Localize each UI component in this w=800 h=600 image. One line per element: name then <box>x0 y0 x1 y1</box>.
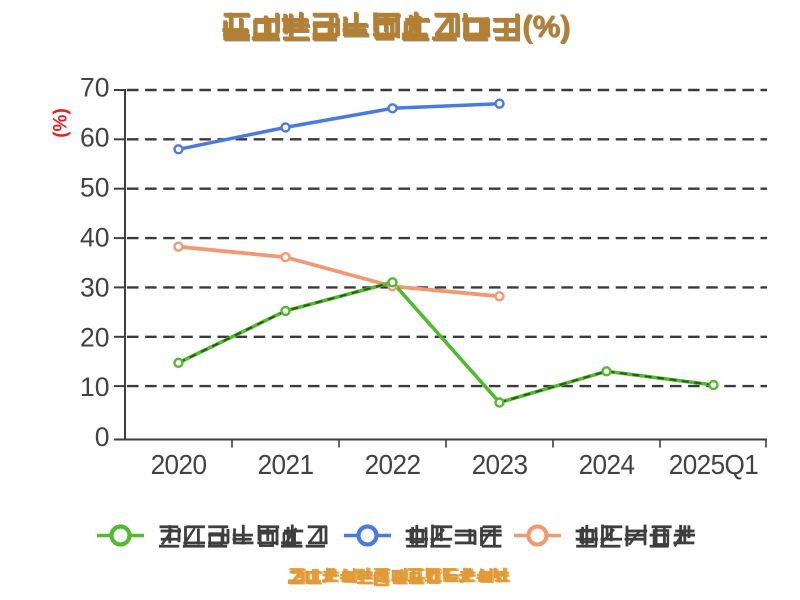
svg-text:2023: 2023 <box>472 449 528 480</box>
svg-text:20: 20 <box>80 322 109 352</box>
svg-text:(%): (%) <box>522 8 570 43</box>
svg-text:0: 0 <box>95 422 110 452</box>
svg-text:2020: 2020 <box>151 449 207 480</box>
svg-text:40: 40 <box>80 222 109 252</box>
svg-text:2024: 2024 <box>579 449 635 480</box>
svg-text:30: 30 <box>80 272 109 302</box>
svg-text:2021: 2021 <box>258 449 314 480</box>
svg-text:50: 50 <box>80 172 109 202</box>
svg-text:60: 60 <box>80 122 109 152</box>
svg-text:2022: 2022 <box>365 449 421 480</box>
svg-text:(%): (%) <box>523 10 571 45</box>
svg-text:2025Q1: 2025Q1 <box>669 449 759 480</box>
svg-text:(%): (%) <box>51 108 72 138</box>
svg-text:10: 10 <box>80 372 109 402</box>
svg-text:70: 70 <box>80 72 109 102</box>
